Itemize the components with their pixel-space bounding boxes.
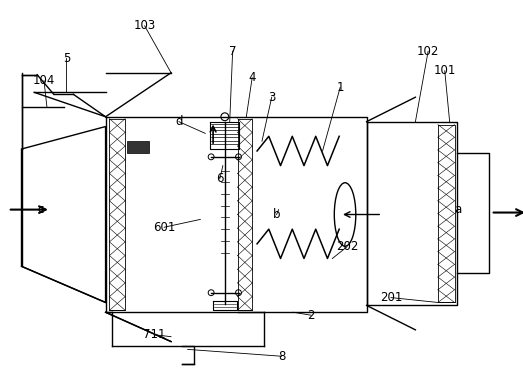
Text: 202: 202 xyxy=(336,240,358,253)
Polygon shape xyxy=(21,127,106,303)
Text: b: b xyxy=(273,208,280,221)
Text: 103: 103 xyxy=(133,19,156,32)
Circle shape xyxy=(221,113,229,121)
Text: 6: 6 xyxy=(216,172,224,185)
Circle shape xyxy=(235,290,242,296)
Text: 104: 104 xyxy=(33,74,55,87)
Text: a: a xyxy=(454,203,461,216)
Text: 102: 102 xyxy=(417,45,439,58)
Bar xyxy=(127,141,149,153)
Text: 101: 101 xyxy=(434,64,456,77)
Text: 5: 5 xyxy=(63,52,70,64)
Text: 601: 601 xyxy=(153,221,175,234)
Text: 1: 1 xyxy=(336,81,344,94)
Text: 711: 711 xyxy=(143,328,166,341)
Text: d: d xyxy=(175,115,183,128)
Text: c: c xyxy=(38,203,44,216)
Text: 7: 7 xyxy=(229,45,236,58)
Circle shape xyxy=(208,154,214,160)
Text: 4: 4 xyxy=(248,71,256,84)
Text: 2: 2 xyxy=(307,309,315,322)
Ellipse shape xyxy=(334,183,356,246)
Circle shape xyxy=(235,154,242,160)
Text: 8: 8 xyxy=(278,350,285,363)
Text: 3: 3 xyxy=(268,91,276,104)
Circle shape xyxy=(208,290,214,296)
Text: 201: 201 xyxy=(380,291,402,304)
